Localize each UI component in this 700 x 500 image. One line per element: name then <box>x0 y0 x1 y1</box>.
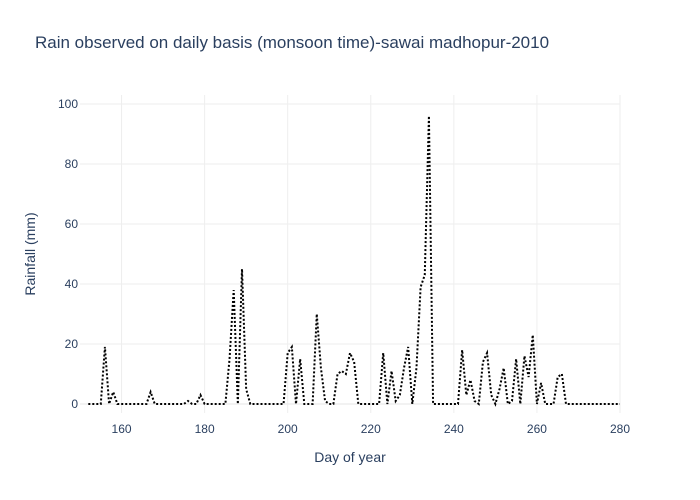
y-tick-label: 100 <box>58 97 78 111</box>
x-tick-label: 180 <box>195 422 215 436</box>
x-tick-label: 160 <box>112 422 132 436</box>
y-tick-label: 0 <box>71 397 78 411</box>
rainfall-series-line <box>88 115 620 407</box>
x-tick-label: 200 <box>278 422 298 436</box>
x-tick-label: 240 <box>444 422 464 436</box>
x-axis-title: Day of year <box>314 449 386 465</box>
grid-layer <box>80 95 621 413</box>
y-axis-title: Rainfall (mm) <box>22 212 38 295</box>
y-tick-label: 80 <box>65 157 79 171</box>
chart-title: Rain observed on daily basis (monsoon ti… <box>35 33 550 52</box>
x-tick-label: 220 <box>361 422 381 436</box>
x-tick-label: 280 <box>610 422 630 436</box>
y-tick-label: 20 <box>65 337 79 351</box>
tick-label-layer: 0 20 40 60 80 100 160 180 200 220 240 260 280 <box>58 97 630 436</box>
y-tick-label: 40 <box>65 277 79 291</box>
x-tick-label: 260 <box>527 422 547 436</box>
y-tick-label: 60 <box>65 217 79 231</box>
